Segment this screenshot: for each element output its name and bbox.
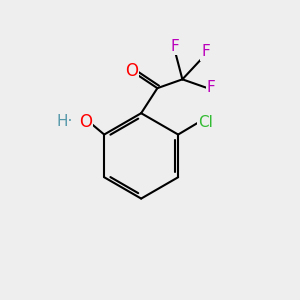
Text: H·: H· (56, 114, 73, 129)
Text: F: F (207, 80, 216, 95)
Text: Cl: Cl (198, 115, 213, 130)
Text: O: O (79, 112, 92, 130)
Text: F: F (202, 44, 210, 59)
Text: F: F (171, 39, 179, 54)
Text: O: O (125, 62, 138, 80)
